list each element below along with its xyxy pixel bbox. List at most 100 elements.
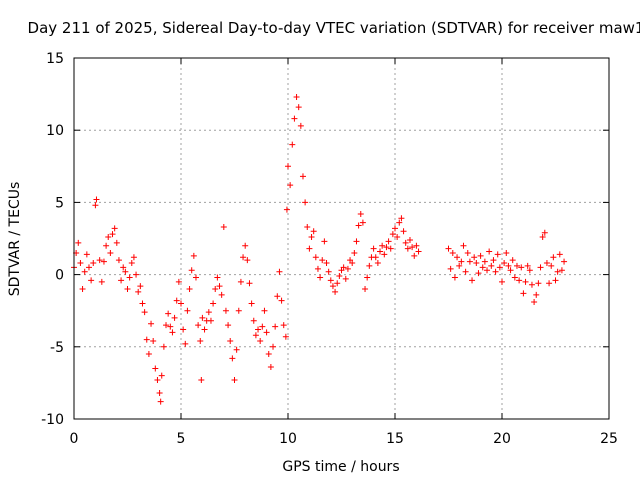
data-point: [212, 286, 219, 293]
data-point: [392, 225, 398, 232]
data-point: [499, 278, 505, 285]
data-point: [165, 310, 172, 317]
data-point: [475, 270, 482, 277]
data-point: [479, 264, 486, 271]
y-axis-label: SDTVAR / TECUs: [7, 182, 23, 297]
data-point: [180, 326, 187, 333]
data-point: [556, 251, 563, 258]
data-point: [413, 242, 420, 249]
data-point: [130, 254, 137, 261]
plot-frame: [73, 57, 610, 420]
data-point: [109, 231, 116, 238]
data-point: [188, 267, 195, 274]
data-point: [460, 242, 467, 249]
data-point: [550, 254, 557, 261]
data-point: [400, 228, 407, 235]
data-point: [505, 262, 512, 269]
y-tick-label: -5: [50, 340, 64, 356]
data-point: [120, 264, 127, 271]
data-point: [293, 93, 300, 100]
data-point: [289, 141, 296, 148]
data-point: [190, 252, 197, 259]
data-point: [537, 264, 544, 271]
x-tick-label: 10: [279, 431, 297, 447]
data-point: [389, 231, 396, 238]
data-point: [250, 317, 257, 324]
data-point: [524, 262, 531, 269]
grid: [74, 58, 609, 419]
data-point: [312, 254, 319, 261]
data-point: [381, 251, 388, 258]
data-point: [173, 297, 180, 304]
data-point: [366, 262, 373, 269]
data-point: [531, 299, 538, 306]
data-point: [469, 277, 476, 284]
data-point: [314, 265, 321, 272]
data-point: [377, 248, 384, 255]
y-tick-label: 0: [55, 268, 64, 284]
data-point: [90, 260, 97, 267]
data-point: [143, 336, 150, 343]
data-point: [85, 264, 92, 271]
data-point: [118, 277, 125, 284]
data-point: [558, 267, 565, 274]
data-point: [511, 274, 518, 281]
data-point: [349, 260, 356, 267]
data-point: [501, 260, 508, 267]
data-point: [113, 239, 120, 246]
data-point: [111, 225, 118, 232]
data-point: [240, 254, 247, 261]
data-point: [327, 277, 334, 284]
data-point: [182, 340, 189, 347]
data-point: [235, 307, 242, 314]
data-point: [248, 300, 255, 307]
data-point: [227, 338, 234, 345]
data-point: [344, 265, 351, 272]
data-point: [546, 280, 553, 287]
data-point: [274, 293, 281, 300]
data-point: [184, 307, 191, 314]
data-point: [533, 291, 540, 298]
data-point: [107, 249, 114, 256]
data-point: [325, 268, 332, 275]
data-point: [494, 251, 501, 258]
data-point: [252, 332, 259, 339]
data-point: [267, 364, 274, 371]
data-point: [308, 234, 315, 241]
data-point: [319, 257, 326, 264]
data-point: [310, 228, 317, 235]
data-point: [387, 245, 394, 252]
data-point: [484, 267, 491, 274]
data-point: [237, 278, 244, 285]
data-point: [233, 346, 240, 353]
data-point: [561, 258, 568, 265]
data-point: [242, 242, 249, 249]
data-point: [340, 264, 347, 271]
data-point: [351, 249, 358, 256]
data-point: [96, 257, 103, 264]
x-tick-label: 25: [600, 431, 618, 447]
data-point: [157, 398, 164, 405]
data-point: [520, 290, 527, 297]
data-point: [280, 322, 287, 329]
data-point: [201, 326, 208, 333]
data-point: [526, 267, 533, 274]
data-point: [513, 262, 520, 269]
data-point: [394, 234, 401, 241]
data-point: [218, 291, 225, 298]
data-point: [198, 377, 205, 384]
x-tick-label: 15: [386, 431, 404, 447]
data-point: [447, 265, 454, 272]
axis-ticks: -10 -5 0 5 10 15 0 5 10 15 20 25: [41, 51, 618, 447]
data-point: [77, 260, 84, 267]
data-point: [317, 274, 324, 281]
data-point: [552, 277, 559, 284]
data-point: [528, 281, 535, 288]
data-point: [496, 264, 503, 271]
data-point: [79, 286, 86, 293]
data-point: [126, 274, 133, 281]
data-point: [372, 254, 379, 261]
data-point: [175, 278, 182, 285]
data-point: [379, 242, 386, 249]
